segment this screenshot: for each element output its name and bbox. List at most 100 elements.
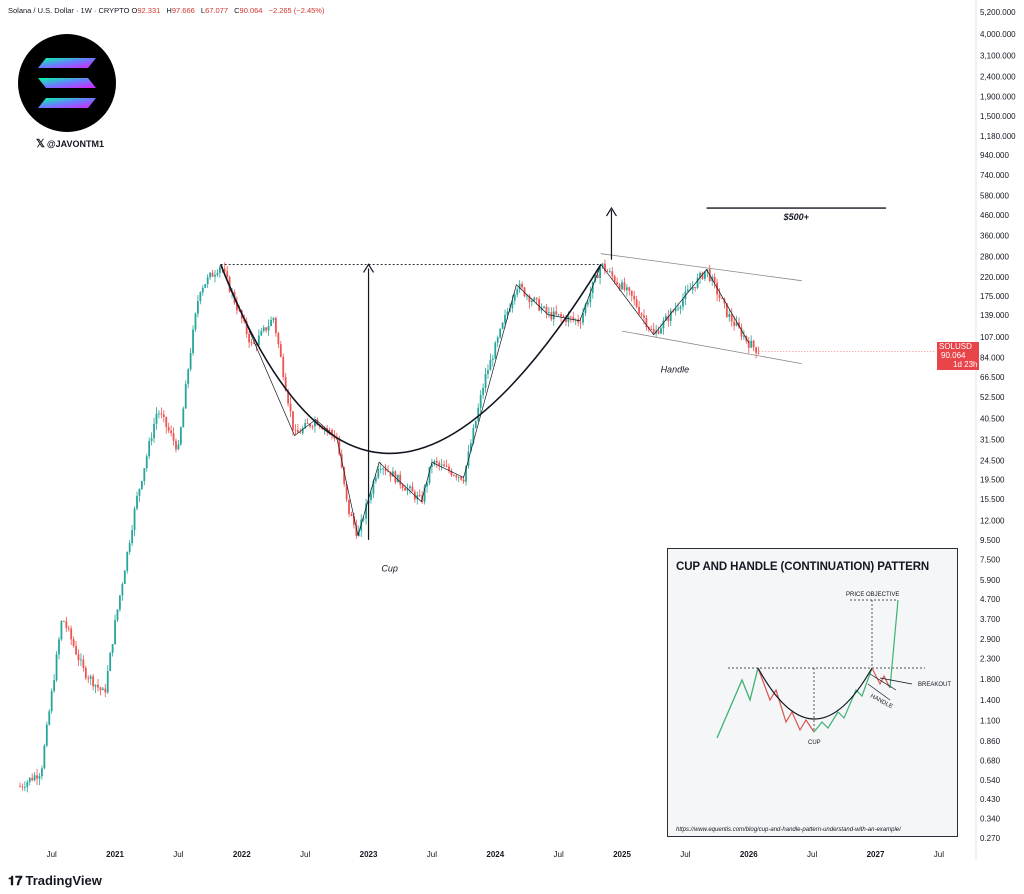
- candle-body: [589, 292, 592, 303]
- candle-body: [686, 289, 689, 292]
- candle-body: [679, 306, 682, 309]
- tradingview-brand: 𝟏𝟕 TradingView: [8, 873, 102, 889]
- candle-body: [669, 310, 672, 321]
- candle-body: [599, 266, 601, 278]
- candle-body: [192, 329, 194, 354]
- candle-body: [652, 329, 655, 334]
- candle-body: [750, 340, 753, 348]
- candle-body: [569, 316, 572, 318]
- candle-body: [482, 387, 484, 395]
- candle-body: [92, 676, 95, 687]
- candle-body: [211, 272, 214, 277]
- candle-body: [472, 427, 475, 444]
- candle-body: [484, 373, 487, 388]
- candle-body: [682, 298, 684, 307]
- candle-body: [406, 488, 409, 491]
- candle-body: [201, 287, 204, 293]
- candle-body: [513, 294, 516, 301]
- candle-body: [440, 464, 443, 466]
- author-handle-text: @JAVONTM1: [46, 139, 104, 149]
- candle-body: [543, 306, 545, 308]
- candle-body: [153, 423, 155, 439]
- candle-body: [674, 308, 677, 312]
- candle-body: [606, 270, 609, 272]
- candle-body: [470, 443, 472, 452]
- candle-body: [267, 326, 270, 331]
- candle-body: [345, 483, 348, 500]
- price-tick-label: 175.000: [980, 292, 1009, 301]
- time-tick-label: Jul: [554, 850, 564, 859]
- candle-body: [633, 295, 636, 300]
- candle-body: [616, 281, 619, 285]
- candle-body: [41, 768, 43, 777]
- candle-body: [158, 413, 160, 415]
- handle-channel-lower: [621, 330, 802, 365]
- candle-body: [38, 776, 41, 779]
- candle-body: [60, 621, 63, 640]
- candle-body: [613, 276, 616, 282]
- price-tick-label: 0.430: [980, 795, 1001, 804]
- price-tick-label: 4,000.000: [980, 30, 1016, 39]
- candle-body: [523, 287, 526, 297]
- solana-logo-icon: [18, 34, 116, 132]
- price-tick-label: 19.500: [980, 476, 1005, 485]
- candle-body: [355, 524, 358, 537]
- candle-body: [109, 652, 112, 671]
- candle-body: [431, 464, 433, 467]
- candle-body: [43, 745, 46, 769]
- time-tick-label: 2023: [360, 850, 378, 859]
- candle-body: [111, 644, 114, 653]
- price-tick-label: 0.340: [980, 815, 1001, 824]
- candle-body: [350, 513, 353, 517]
- candle-body: [253, 342, 255, 344]
- candle-body: [275, 318, 277, 334]
- candle-body: [294, 429, 297, 431]
- candle-body: [257, 335, 260, 346]
- candle-body: [245, 321, 248, 334]
- candle-body: [640, 313, 643, 316]
- time-tick-label: 2027: [867, 850, 885, 859]
- candle-body: [282, 356, 285, 378]
- candle-body: [160, 413, 163, 415]
- price-tick-label: 0.860: [980, 737, 1001, 746]
- time-tick-label: Jul: [173, 850, 183, 859]
- candle-body: [123, 570, 126, 585]
- change-value: −2.265 (−2.45%): [268, 6, 325, 15]
- price-tick-label: 139.000: [980, 311, 1009, 320]
- candle-body: [328, 429, 331, 431]
- inset-title: CUP AND HANDLE (CONTINUATION) PATTERN: [676, 561, 930, 573]
- candle-body: [58, 639, 60, 655]
- candle-body: [618, 284, 621, 290]
- candle-body: [518, 283, 521, 290]
- time-tick-label: Jul: [680, 850, 690, 859]
- candle-body: [62, 621, 65, 622]
- candle-body: [382, 468, 385, 470]
- candle-body: [279, 344, 282, 357]
- price-tick-label: 2.900: [980, 635, 1001, 644]
- candle-body: [728, 314, 731, 317]
- candle-body: [701, 272, 704, 279]
- candle-body: [635, 299, 638, 307]
- candle-body: [667, 316, 670, 321]
- candle-body: [742, 335, 745, 337]
- price-tick-label: 5,200.000: [980, 8, 1016, 17]
- candle-body: [650, 328, 653, 330]
- candle-body: [177, 444, 180, 450]
- candle-body: [416, 495, 419, 500]
- cup-label: Cup: [381, 564, 398, 574]
- candle-body: [189, 353, 192, 370]
- candle-body: [218, 266, 221, 273]
- candle-body: [155, 413, 158, 424]
- candle-body: [145, 456, 148, 469]
- candle-body: [533, 297, 536, 301]
- candle-body: [399, 474, 402, 485]
- candle-body: [489, 359, 492, 371]
- candle-body: [206, 277, 209, 285]
- symbol-title: Solana / U.S. Dollar · 1W · CRYPTO: [8, 6, 130, 15]
- candle-body: [733, 321, 736, 326]
- candle-body: [530, 300, 533, 303]
- candle-body: [428, 466, 431, 483]
- candle-body: [677, 308, 679, 310]
- last-price-badge: SOLUSD 90.064 1d 23h: [937, 342, 979, 370]
- price-tick-label: 66.500: [980, 373, 1005, 382]
